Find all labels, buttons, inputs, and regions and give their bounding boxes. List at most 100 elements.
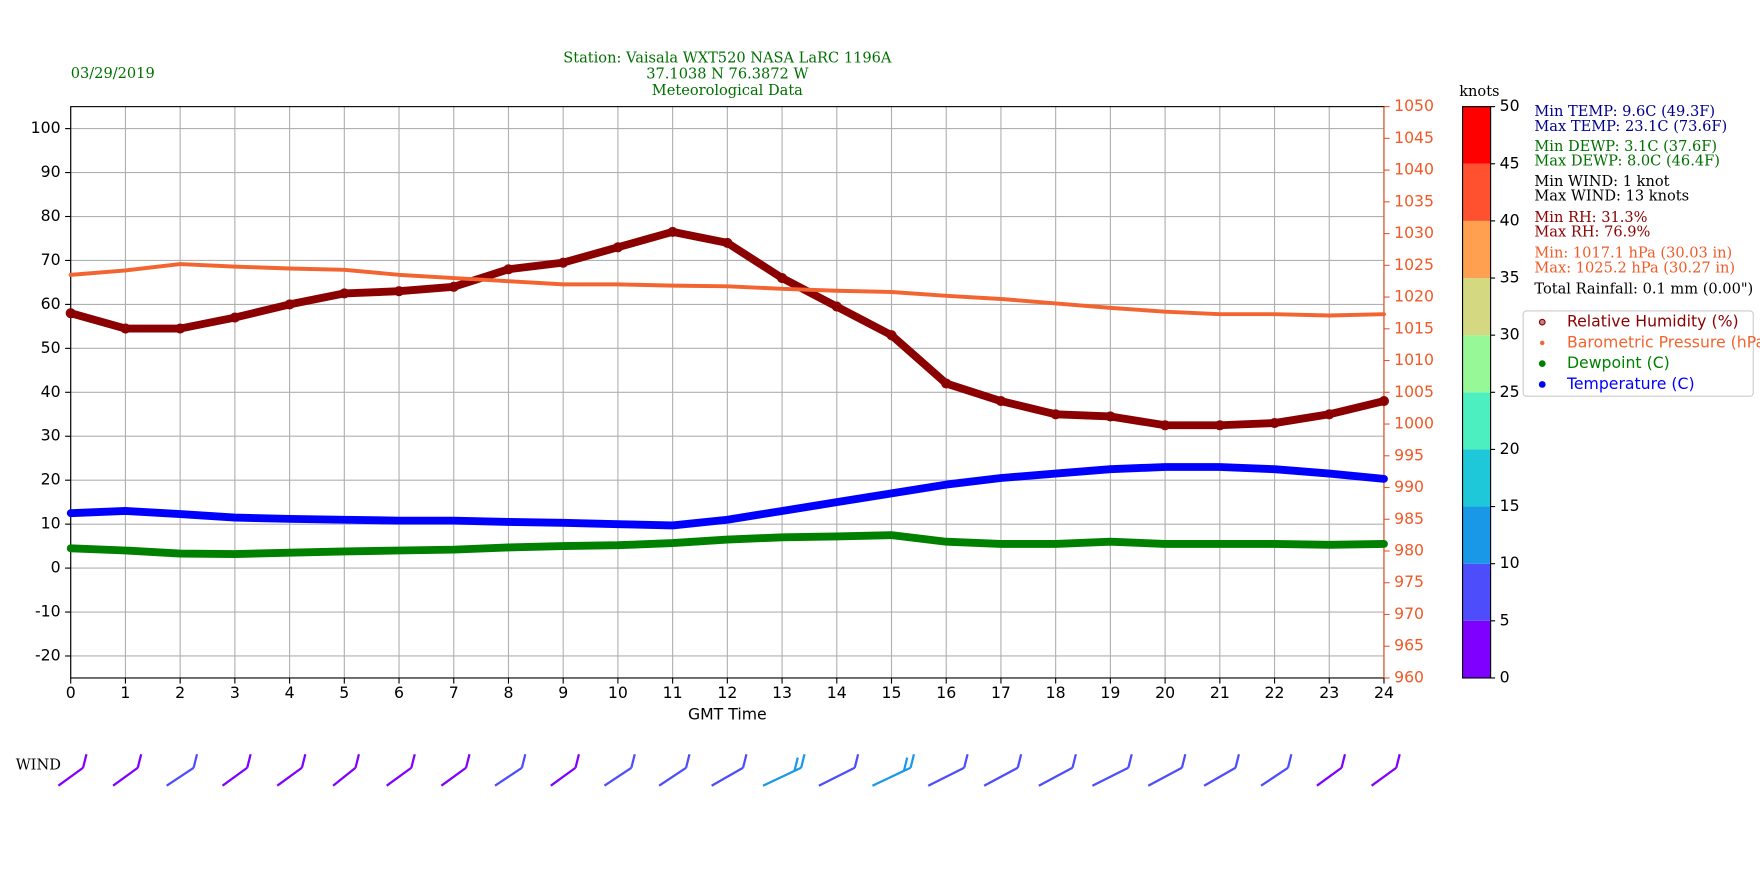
legend-marker xyxy=(1538,318,1546,326)
x-tick-label: 8 xyxy=(503,683,513,702)
series-point xyxy=(777,272,788,284)
barb-stroke xyxy=(685,754,691,769)
wind-barb xyxy=(1147,754,1187,787)
colorbar-tick-label: 20 xyxy=(1500,439,1520,458)
colorbar-tick-label: 50 xyxy=(1500,96,1520,115)
barb-stroke xyxy=(800,754,806,769)
series-point xyxy=(120,323,131,334)
x-tick-label: 18 xyxy=(1046,683,1066,702)
chart-title: Station: Vaisala WXT520 NASA LaRC 1196A xyxy=(563,49,892,66)
barb-stroke xyxy=(603,766,633,787)
series-point xyxy=(229,312,240,323)
y2-tick-label: 1000 xyxy=(1394,414,1434,433)
barb-stroke xyxy=(574,754,580,769)
barb-stroke xyxy=(246,754,252,769)
colorbar-bin xyxy=(1462,163,1491,221)
x-tick-label: 14 xyxy=(827,683,847,702)
wind-barb xyxy=(927,754,969,787)
barb-stroke xyxy=(112,766,139,787)
y2-tick-label: 1045 xyxy=(1394,128,1434,147)
barb-stroke xyxy=(300,754,307,769)
stat-text: Max RH: 76.9% xyxy=(1534,223,1650,240)
series-point xyxy=(831,301,842,312)
barb-stroke xyxy=(963,754,969,769)
date: 03/29/2019 xyxy=(71,65,155,82)
wind-barb xyxy=(658,754,691,787)
barb-stroke xyxy=(494,766,523,787)
x-tick-label: 7 xyxy=(449,683,459,702)
series-point xyxy=(1105,411,1116,422)
barb-stroke xyxy=(1234,754,1240,769)
legend-label: Relative Humidity (%) xyxy=(1567,312,1739,331)
x-axis-label: GMT Time xyxy=(688,705,767,724)
stat-text: Min WIND: 1 knot xyxy=(1534,173,1669,190)
y2-tick-label: 1030 xyxy=(1394,223,1434,242)
barb-stroke xyxy=(658,766,687,787)
series-point xyxy=(284,299,295,310)
series-line xyxy=(68,262,1386,318)
colorbar-tick-label: 5 xyxy=(1500,610,1510,629)
y-tick-label: 90 xyxy=(41,162,61,181)
y2-tick-label: 1015 xyxy=(1394,318,1434,337)
wind-barb xyxy=(276,754,307,787)
barb-stroke xyxy=(410,754,416,769)
wind-barb xyxy=(221,754,252,787)
x-tick-label: 17 xyxy=(991,683,1011,702)
stat-text: Max TEMP: 23.1C (73.6F) xyxy=(1534,118,1727,135)
y-tick-label: 10 xyxy=(41,514,61,533)
y-tick-label: 100 xyxy=(31,118,61,137)
y-tick-label: -20 xyxy=(35,645,61,664)
series-point xyxy=(175,323,186,334)
barb-stroke xyxy=(818,766,856,787)
barb-stroke xyxy=(1016,754,1023,769)
x-tick-label: 5 xyxy=(339,683,349,702)
x-tick-label: 9 xyxy=(558,683,568,702)
barb-stroke xyxy=(741,754,748,769)
colorbar-bin xyxy=(1462,220,1491,279)
wind-barb xyxy=(386,754,416,787)
wind-barb xyxy=(603,754,636,787)
series-point xyxy=(1160,420,1171,431)
barb-stroke xyxy=(1316,766,1343,787)
x-tick-label: 15 xyxy=(882,683,902,702)
colorbar-bin xyxy=(1462,278,1491,336)
legend-box xyxy=(1522,310,1754,397)
barb-stroke xyxy=(630,754,636,769)
series-point xyxy=(393,286,405,297)
wind-barb xyxy=(440,754,471,787)
x-tick-label: 22 xyxy=(1265,683,1285,702)
barb-stroke xyxy=(332,766,357,787)
y2-tick-label: 970 xyxy=(1394,604,1424,623)
series-point xyxy=(65,308,76,319)
barb-stroke xyxy=(853,754,860,769)
series-line xyxy=(66,531,1388,558)
colorbar-tick-label: 45 xyxy=(1500,153,1520,172)
y2-tick-label: 1010 xyxy=(1394,350,1434,369)
colorbar-tick-label: 0 xyxy=(1500,667,1510,686)
wind-label: WIND xyxy=(16,757,61,774)
series-point xyxy=(1324,409,1335,420)
barb-stroke xyxy=(440,766,467,787)
barb-stroke xyxy=(221,766,248,787)
y2-tick-label: 965 xyxy=(1394,636,1424,655)
barb-stroke xyxy=(1127,754,1133,769)
y2-tick-label: 995 xyxy=(1394,445,1424,464)
series-point xyxy=(995,396,1006,407)
barb-stroke xyxy=(192,754,199,769)
colorbar-tick-label: 25 xyxy=(1500,382,1520,401)
barb-stroke xyxy=(81,754,88,769)
barb-stroke xyxy=(983,766,1019,787)
series-point xyxy=(339,288,350,299)
colorbar-tick-label: 40 xyxy=(1500,210,1520,229)
barb-stroke xyxy=(57,766,84,787)
series-point xyxy=(1050,409,1061,420)
y2-tick-label: 1050 xyxy=(1394,96,1434,115)
barb-stroke xyxy=(520,754,527,769)
series-point xyxy=(448,281,459,292)
wind-barb xyxy=(818,754,860,787)
colorbar-tick-label: 10 xyxy=(1500,553,1520,572)
legend-label: Temperature (C) xyxy=(1566,374,1695,393)
series-point xyxy=(886,330,897,341)
x-tick-label: 10 xyxy=(608,683,628,702)
barb-stroke xyxy=(711,766,744,787)
